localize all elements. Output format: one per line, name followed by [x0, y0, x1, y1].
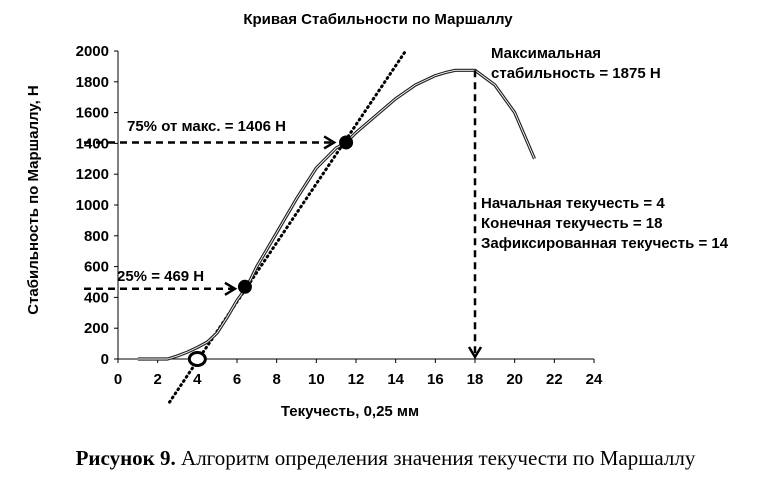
x-tick-label: 18: [467, 371, 484, 388]
chart-title: Кривая Стабильности по Маршаллу: [243, 11, 513, 28]
y-tick-label: 600: [84, 259, 109, 276]
p75-label: 75% от макс. = 1406 Н: [127, 118, 286, 135]
x-tick-label: 4: [193, 371, 202, 388]
y-tick-label: 1400: [76, 135, 109, 152]
x-tick-label: 24: [586, 371, 603, 388]
point-25-percent: [237, 279, 252, 294]
flow-arrow-head: [467, 346, 483, 360]
y-tick-label: 1000: [76, 197, 109, 214]
point-75-percent: [339, 135, 354, 150]
p25-arrow-head: [224, 281, 238, 296]
figure-caption: Рисунок 9. Алгоритм определения значения…: [0, 446, 771, 471]
x-tick-label: 0: [114, 371, 122, 388]
x-tick-label: 20: [506, 371, 523, 388]
y-tick-label: 1200: [76, 166, 109, 183]
stability-curve-core: [137, 69, 535, 360]
x-tick-label: 12: [348, 371, 365, 388]
tangent-line: [168, 49, 408, 404]
y-tick-label: 400: [84, 289, 109, 306]
y-tick-label: 2000: [76, 43, 109, 60]
p75-arrow-head: [323, 135, 337, 150]
y-tick-label: 800: [84, 228, 109, 245]
p25-label: 25% = 469 Н: [117, 268, 204, 285]
flow-fixed-label: Зафиксированная текучесть = 14: [481, 235, 729, 252]
x-tick-label: 6: [233, 371, 241, 388]
flow-initial-label: Начальная текучесть = 4: [481, 195, 665, 212]
caption-text: Алгоритм определения значения текучести …: [175, 446, 696, 470]
y-tick-label: 200: [84, 320, 109, 337]
x-tick-label: 8: [272, 371, 280, 388]
y-axis-label: Стабильность по Маршаллу, Н: [25, 85, 42, 315]
y-tick-label: 1600: [76, 105, 109, 122]
x-tick-label: 14: [387, 371, 404, 388]
x-axis-label: Текучесть, 0,25 мм: [281, 403, 419, 420]
flow-start-point: [187, 351, 207, 367]
x-tick-label: 10: [308, 371, 325, 388]
max-stability-label-line2: стабильность = 1875 Н: [491, 65, 661, 82]
y-tick-label: 0: [101, 351, 109, 368]
max-stability-label-line1: Максимальная: [491, 45, 601, 62]
x-tick-label: 2: [153, 371, 161, 388]
x-tick-label: 16: [427, 371, 444, 388]
x-tick-label: 22: [546, 371, 563, 388]
flow-final-label: Конечная текучесть = 18: [481, 215, 662, 232]
caption-number: Рисунок 9.: [75, 446, 176, 470]
y-tick-label: 1800: [76, 74, 109, 91]
